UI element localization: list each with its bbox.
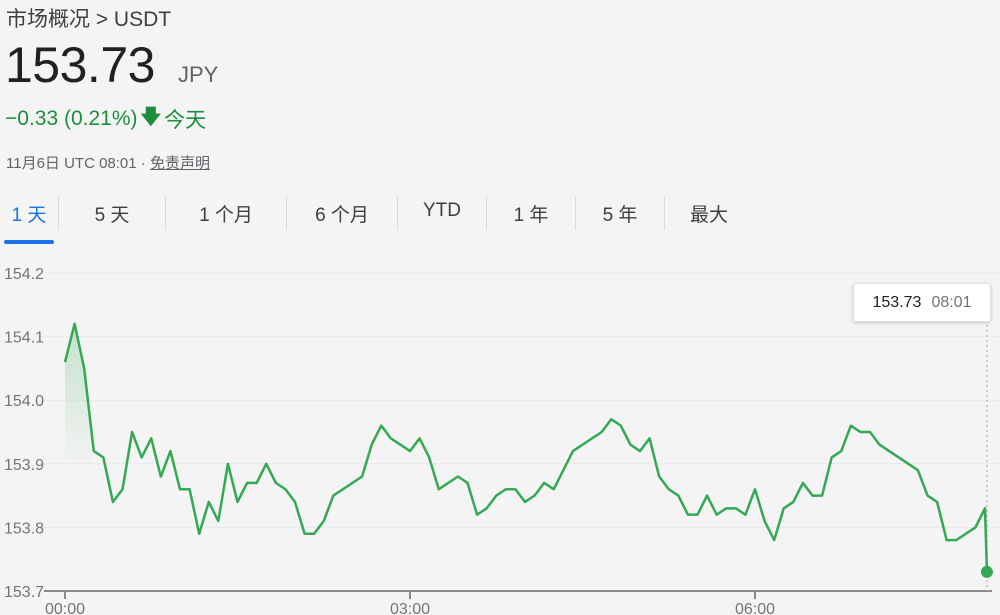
price-change: −0.33 (0.21%) 🡇 今天 — [5, 102, 206, 136]
y-tick-label: 153.9 — [4, 457, 44, 474]
current-price: 153.73 — [5, 37, 155, 93]
change-period: 今天 — [164, 109, 207, 132]
tooltip-value: 153.73 — [872, 293, 922, 311]
range-tabs: 1 天 5 天 1 个月 6 个月 YTD 1 年 5 年 最大 — [0, 196, 753, 244]
disclaimer-link[interactable]: 免责声明 — [149, 155, 210, 172]
tab-range-2[interactable]: 1 个月 — [199, 205, 253, 226]
tab-range-4[interactable]: YTD — [423, 200, 461, 221]
breadcrumb[interactable]: 市场概况 > USDT — [6, 8, 172, 31]
y-tick-label: 153.7 — [4, 584, 44, 601]
tooltip-time: 08:01 — [931, 293, 972, 311]
y-tick-label: 154.0 — [4, 393, 44, 410]
currency-label: JPY — [178, 62, 219, 87]
tab-range-7[interactable]: 最大 — [689, 205, 728, 226]
chart-tooltip: 153.73 08:01 — [853, 283, 991, 322]
tab-separator — [58, 196, 59, 230]
price-line — [63, 322, 989, 572]
x-tick-label: 00:00 — [45, 601, 85, 615]
y-tick-label: 153.8 — [4, 520, 44, 537]
tab-separator — [664, 196, 665, 230]
tab-separator — [165, 196, 166, 230]
tab-separator — [397, 196, 398, 230]
tab-range-3[interactable]: 6 个月 — [315, 205, 369, 226]
tab-separator — [486, 196, 487, 230]
tab-range-0[interactable]: 1 天 — [0, 196, 58, 244]
y-tick-label: 154.1 — [4, 330, 44, 347]
x-tick-label: 06:00 — [735, 601, 775, 615]
timestamp: 11月6日 UTC 08:01 · — [6, 155, 150, 172]
tab-range-6[interactable]: 5 年 — [602, 205, 638, 226]
tab-separator — [575, 196, 576, 230]
change-value: −0.33 (0.21%) — [5, 107, 138, 130]
tab-range-1[interactable]: 5 天 — [94, 205, 130, 226]
y-tick-label: 154.2 — [4, 266, 44, 283]
arrow-down-icon: 🡇 — [140, 106, 162, 128]
tab-range-5[interactable]: 1 年 — [513, 205, 549, 226]
current-point-marker — [980, 565, 993, 578]
x-tick-label: 03:00 — [390, 601, 430, 615]
area-fill — [65, 323, 94, 470]
timestamp-line: 11月6日 UTC 08:01 · 免责声明 — [6, 152, 210, 173]
tab-separator — [286, 196, 287, 230]
